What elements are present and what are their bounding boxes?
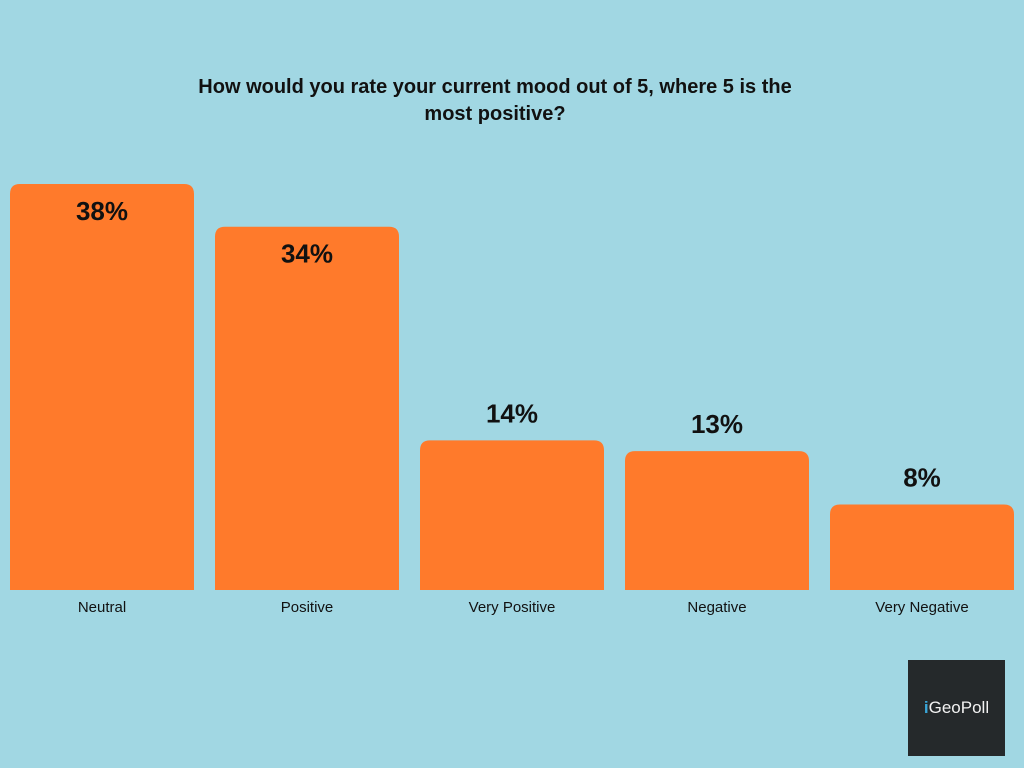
category-label: Very Positive — [469, 599, 556, 616]
bar-positive — [215, 226, 399, 590]
bar-neutral — [10, 184, 194, 590]
chart-title: How would you rate your current mood out… — [198, 76, 792, 125]
logo-name: GeoPoll — [928, 698, 990, 717]
logo-prefix: i — [923, 698, 929, 717]
value-label: 14% — [486, 398, 538, 428]
category-label: Positive — [281, 599, 334, 616]
category-label: Negative — [687, 599, 746, 616]
bar-negative — [625, 451, 809, 590]
bar-very-positive — [420, 440, 604, 590]
value-label: 8% — [903, 463, 941, 493]
logo-text: iGeoPoll — [924, 698, 989, 718]
category-label: Neutral — [78, 599, 126, 616]
category-label: Very Negative — [875, 599, 968, 616]
value-label: 34% — [281, 239, 333, 269]
geopoll-logo: iGeoPoll — [908, 660, 1005, 756]
value-label: 13% — [691, 409, 743, 439]
bar-very-negative — [830, 504, 1014, 590]
value-label: 38% — [76, 196, 128, 226]
